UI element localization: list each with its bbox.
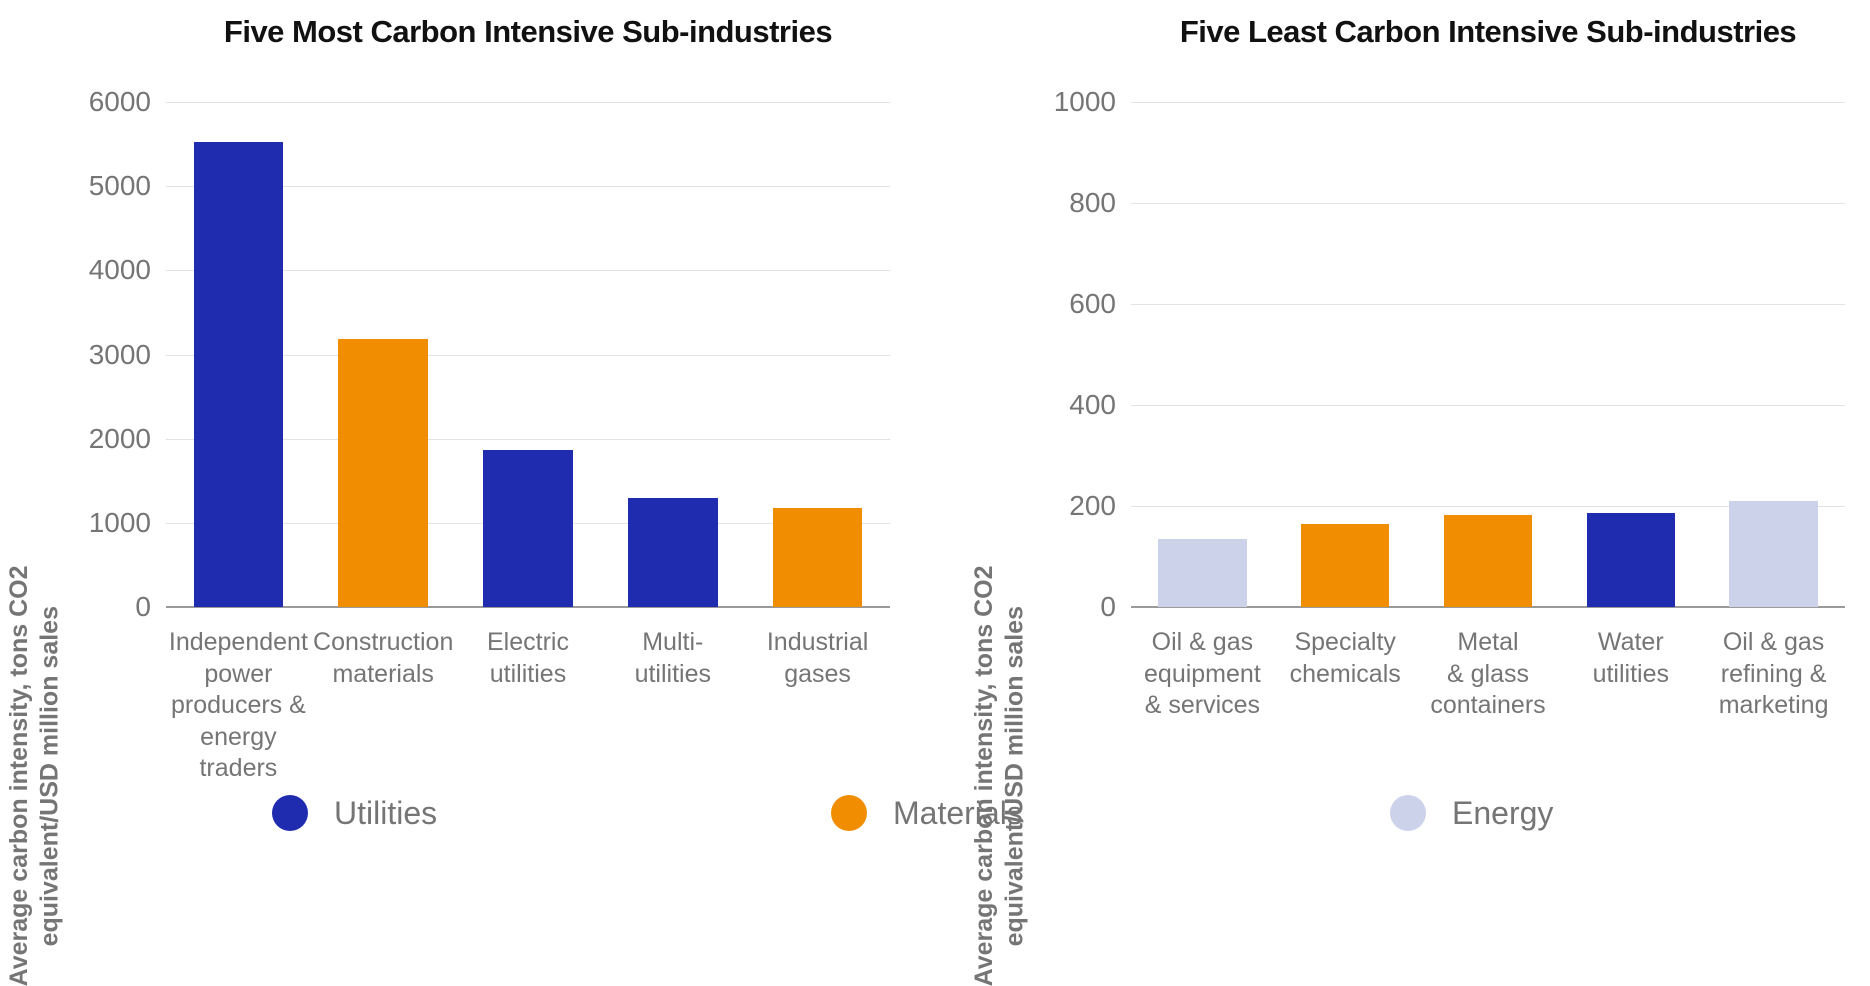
bars-group [166, 102, 890, 607]
legend-label: Utilities [334, 794, 438, 831]
gridline [166, 186, 890, 188]
bar-slot [311, 102, 456, 607]
x-label-independent-power-producers: Independent power producers & energy tra… [168, 628, 308, 782]
legend: Utilities Materials Energy [0, 794, 1870, 831]
bar-construction-materials [338, 338, 429, 607]
gridline [166, 270, 890, 272]
plot-area: 6000 5000 4000 3000 2000 1000 0 [89, 88, 890, 621]
bar-slot [166, 102, 311, 607]
y-tick-label: 800 [1069, 187, 1116, 218]
gridline [166, 438, 890, 440]
bar-slot [1702, 102, 1845, 607]
chart-title: Five Most Carbon Intensive Sub-industrie… [223, 14, 833, 49]
gridline [1131, 304, 1845, 305]
bar-specialty-chemicals [1300, 523, 1390, 607]
x-label-oil-gas-refining-marketing: Oil & gas refining & marketing [1718, 628, 1829, 719]
gridline [1131, 405, 1845, 406]
bar-oil-gas-equipment-services [1158, 539, 1247, 607]
x-label-industrial-gases: Industrial gases [766, 628, 869, 688]
y-tick-label: 3000 [88, 338, 151, 370]
y-axis-label: Average carbon intensity, tons CO2 equiv… [970, 564, 1029, 986]
legend-item-utilities: Utilities [272, 794, 831, 831]
y-tick-label: 1000 [88, 506, 151, 538]
x-axis-labels: Independent power producers & energy tra… [166, 627, 890, 785]
x-label-oil-gas-equipment-services: Oil & gas equipment & services [1144, 628, 1261, 719]
y-axis-label: Average carbon intensity, tons CO2 equiv… [5, 564, 64, 986]
bar-slot [1274, 102, 1417, 607]
x-label-specialty-chemicals: Specialty chemicals [1289, 628, 1401, 688]
x-axis-labels: Oil & gas equipment & services Specialty… [1131, 627, 1845, 722]
x-label-electric-utilities: Electric utilities [487, 628, 569, 688]
bar-independent-power-producers [193, 142, 284, 607]
legend-label: Energy [1452, 794, 1554, 831]
legend-item-energy: Energy [1390, 794, 1554, 831]
y-tick-label: 4000 [88, 254, 151, 286]
bar-industrial-gases [772, 507, 863, 607]
x-axis-line [166, 606, 890, 608]
y-tick-label: 2000 [88, 422, 151, 454]
bar-slot [1131, 102, 1274, 607]
materials-swatch-icon [831, 794, 867, 831]
bar-multi-utilities [627, 498, 718, 607]
bar-metal-glass-containers [1443, 514, 1533, 607]
bar-slot [456, 102, 601, 607]
y-tick-label: 6000 [88, 86, 151, 117]
gridline [1131, 506, 1845, 507]
x-label-construction-materials: Construction materials [313, 628, 454, 688]
bar-oil-gas-refining-marketing [1729, 500, 1818, 607]
chart-title: Five Least Carbon Intensive Sub-industri… [1179, 14, 1797, 49]
y-tick-label: 200 [1069, 490, 1116, 521]
bar-slot [600, 102, 745, 607]
bar-slot [1559, 102, 1702, 607]
x-label-multi-utilities: Multi- utilities [634, 628, 711, 688]
gridline [166, 354, 890, 356]
gridline [1131, 203, 1845, 204]
chart-plot-region: Average carbon intensity, tons CO2 equiv… [935, 88, 1870, 986]
utilities-swatch-icon [272, 794, 308, 831]
plot-area: 1000 800 600 400 200 0 [1054, 88, 1845, 621]
bar-electric-utilities [483, 450, 573, 607]
bar-slot [745, 102, 890, 607]
x-axis-line [1131, 606, 1845, 608]
legend-item-materials: Materials [831, 794, 1390, 831]
gridline [1131, 102, 1845, 103]
bars-group [1131, 102, 1845, 607]
chart-plot-region: Average carbon intensity, tons CO2 equiv… [0, 88, 935, 986]
y-tick-label: 400 [1069, 389, 1116, 420]
chart-least-carbon-intensive: Five Least Carbon Intensive Sub-industri… [935, 0, 1870, 986]
legend-label: Materials [893, 794, 1023, 831]
y-tick-label: 5000 [88, 170, 151, 202]
bar-slot [1417, 102, 1560, 607]
y-tick-label: 1000 [1053, 86, 1116, 117]
x-label-metal-glass-containers: Metal & glass containers [1430, 628, 1546, 719]
y-tick-label: 600 [1069, 288, 1116, 319]
y-tick-label: 0 [1100, 591, 1116, 622]
chart-most-carbon-intensive: Five Most Carbon Intensive Sub-industrie… [0, 0, 935, 986]
y-tick-label: 0 [135, 591, 151, 622]
x-label-water-utilities: Water utilities [1592, 628, 1669, 688]
energy-swatch-icon [1390, 794, 1426, 831]
bar-water-utilities [1586, 512, 1676, 607]
gridline [166, 102, 890, 103]
